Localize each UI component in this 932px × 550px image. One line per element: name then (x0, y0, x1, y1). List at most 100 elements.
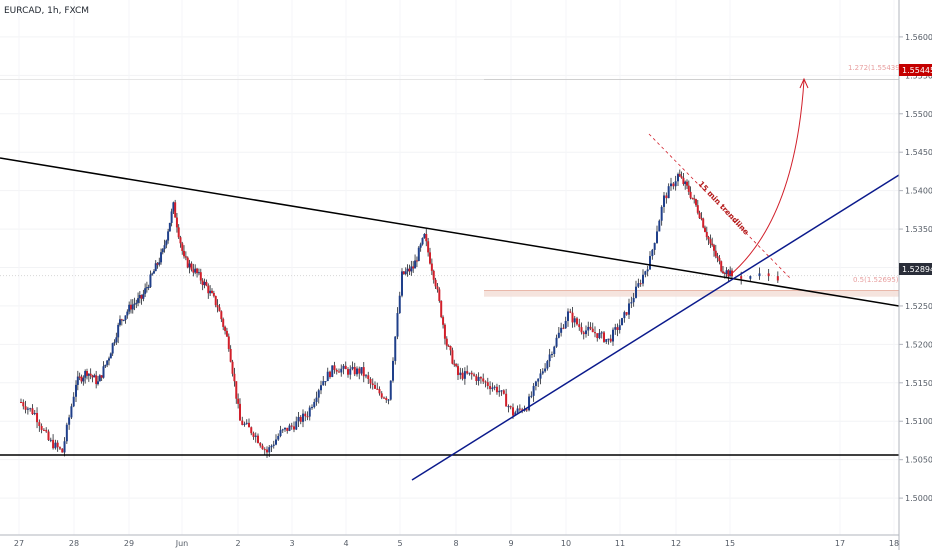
candle (358, 368, 361, 374)
candle (360, 367, 363, 374)
candle (231, 361, 234, 374)
candle (600, 332, 603, 334)
candle (614, 327, 617, 330)
price-tick-label: 1.52500 (905, 302, 932, 311)
candle (385, 397, 388, 400)
fib-upper-label-text: 1.272(1.55439) (848, 64, 903, 72)
fib-lower-label-text: 0.5(1.52695) (853, 276, 899, 284)
time-tick-label: Jun (175, 539, 189, 548)
candle (52, 439, 55, 449)
price-tick-label: 1.51000 (905, 417, 932, 426)
time-tick-label: 2 (235, 539, 240, 548)
candle (229, 348, 232, 362)
candle (475, 375, 478, 381)
candle (80, 376, 83, 382)
candle (145, 287, 148, 289)
candle (609, 338, 612, 342)
candle (306, 416, 309, 418)
candle (218, 307, 221, 312)
candle (243, 423, 246, 425)
time-tick-label: 17 (835, 539, 845, 548)
candle (713, 245, 715, 251)
candle (455, 364, 458, 367)
fib-lower-label: 0.5(1.52695) (853, 276, 899, 284)
candle (502, 390, 505, 394)
candle (284, 427, 286, 430)
candle (266, 449, 268, 453)
candle (429, 252, 431, 264)
candle (93, 375, 96, 378)
candle (580, 327, 583, 333)
candle (534, 381, 537, 386)
candle (367, 375, 370, 380)
candle (532, 385, 535, 396)
candle (184, 256, 187, 258)
candle (335, 369, 338, 372)
candle (326, 371, 329, 382)
candle (438, 289, 441, 301)
candle (268, 447, 271, 453)
candle (338, 371, 340, 373)
candle (179, 237, 182, 244)
candle (555, 337, 558, 347)
candle (434, 279, 437, 287)
candle (245, 422, 248, 424)
candle (324, 381, 327, 383)
candle (97, 381, 99, 385)
candle (201, 280, 204, 286)
candle (137, 298, 140, 303)
candle (430, 263, 433, 271)
candle (705, 231, 708, 238)
candle (183, 250, 185, 257)
candle (75, 384, 77, 397)
candle (663, 195, 665, 207)
candle (235, 381, 238, 399)
candle (509, 406, 512, 408)
candle (394, 336, 397, 361)
candle (598, 332, 601, 339)
candle (163, 245, 166, 250)
candle (698, 212, 701, 219)
candle (194, 268, 197, 273)
candle (281, 429, 284, 431)
candle (33, 412, 36, 415)
candle (630, 302, 633, 304)
candle (68, 417, 71, 425)
time-tick-label: 3 (289, 539, 294, 548)
candle (342, 365, 345, 369)
candle (573, 318, 576, 323)
candle (505, 393, 508, 407)
candle (263, 449, 266, 451)
candle (571, 312, 574, 323)
candle (152, 271, 155, 274)
candle (621, 318, 623, 326)
candle (237, 398, 240, 404)
candle (682, 177, 685, 185)
candle (259, 442, 262, 446)
candle (649, 256, 651, 270)
candle (205, 281, 208, 286)
candle (113, 342, 116, 344)
candle (723, 273, 726, 275)
candle (696, 205, 699, 213)
price-tick-label: 1.52000 (905, 340, 932, 349)
chart-title: EURCAD, 1h, FXCM (4, 6, 89, 16)
projection-curve (728, 79, 805, 277)
candle (362, 367, 365, 377)
candle (293, 426, 295, 430)
candle (451, 350, 454, 364)
candle (197, 272, 200, 274)
candle (557, 332, 560, 338)
candle (378, 389, 381, 394)
candle (544, 368, 547, 372)
time-tick-label: 11 (615, 539, 625, 548)
candle (186, 257, 189, 268)
candle (353, 366, 356, 375)
candle (749, 276, 752, 279)
time-axis[interactable]: 27 28 29 Jun 2 3 4 5 8 9 10 11 12 15 17 18 (0, 534, 899, 548)
candle (578, 324, 581, 328)
candle (414, 260, 417, 269)
time-tick-label: 28 (69, 539, 79, 548)
ascending-trendline (411, 174, 900, 481)
